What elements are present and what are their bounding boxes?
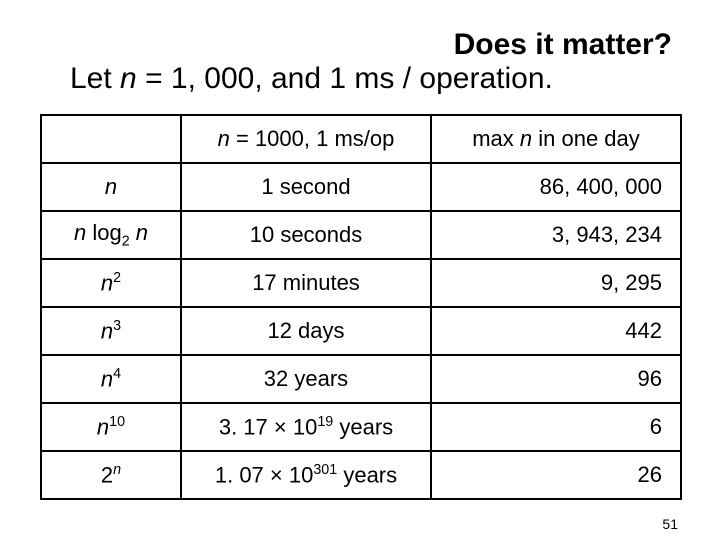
maxn-cell: 442 <box>431 307 681 355</box>
time-cell: 12 days <box>181 307 431 355</box>
slide-title: Does it matter? <box>40 28 672 62</box>
func-cell: 2n <box>41 451 181 499</box>
table-row: n log2 n 10 seconds 3, 943, 234 <box>41 211 681 259</box>
func-cell: n10 <box>41 403 181 451</box>
table-row: n10 3. 17 × 1019 years 6 <box>41 403 681 451</box>
table-row: n2 17 minutes 9, 295 <box>41 259 681 307</box>
time-cell: 1. 07 × 10301 years <box>181 451 431 499</box>
table-row: n3 12 days 442 <box>41 307 681 355</box>
time-cell: 3. 17 × 1019 years <box>181 403 431 451</box>
table-row: n4 32 years 96 <box>41 355 681 403</box>
maxn-cell: 96 <box>431 355 681 403</box>
slide-subtitle: Let n = 1, 000, and 1 ms / operation. <box>40 62 672 96</box>
func-cell: n3 <box>41 307 181 355</box>
time-cell: 1 second <box>181 163 431 211</box>
func-cell: n2 <box>41 259 181 307</box>
header-cell-maxn: max n in one day <box>431 115 681 163</box>
func-cell: n log2 n <box>41 211 181 259</box>
table-row: n 1 second 86, 400, 000 <box>41 163 681 211</box>
header-cell-blank <box>41 115 181 163</box>
complexity-table: n = 1000, 1 ms/op max n in one day n 1 s… <box>40 114 682 500</box>
maxn-cell: 86, 400, 000 <box>431 163 681 211</box>
time-cell: 17 minutes <box>181 259 431 307</box>
time-cell: 32 years <box>181 355 431 403</box>
func-cell: n4 <box>41 355 181 403</box>
maxn-cell: 3, 943, 234 <box>431 211 681 259</box>
table-row: 2n 1. 07 × 10301 years 26 <box>41 451 681 499</box>
header-cell-time: n = 1000, 1 ms/op <box>181 115 431 163</box>
time-cell: 10 seconds <box>181 211 431 259</box>
maxn-cell: 9, 295 <box>431 259 681 307</box>
maxn-cell: 6 <box>431 403 681 451</box>
func-cell: n <box>41 163 181 211</box>
page-number: 51 <box>662 516 678 532</box>
maxn-cell: 26 <box>431 451 681 499</box>
slide-heading: Does it matter? Let n = 1, 000, and 1 ms… <box>40 28 680 96</box>
table-header-row: n = 1000, 1 ms/op max n in one day <box>41 115 681 163</box>
